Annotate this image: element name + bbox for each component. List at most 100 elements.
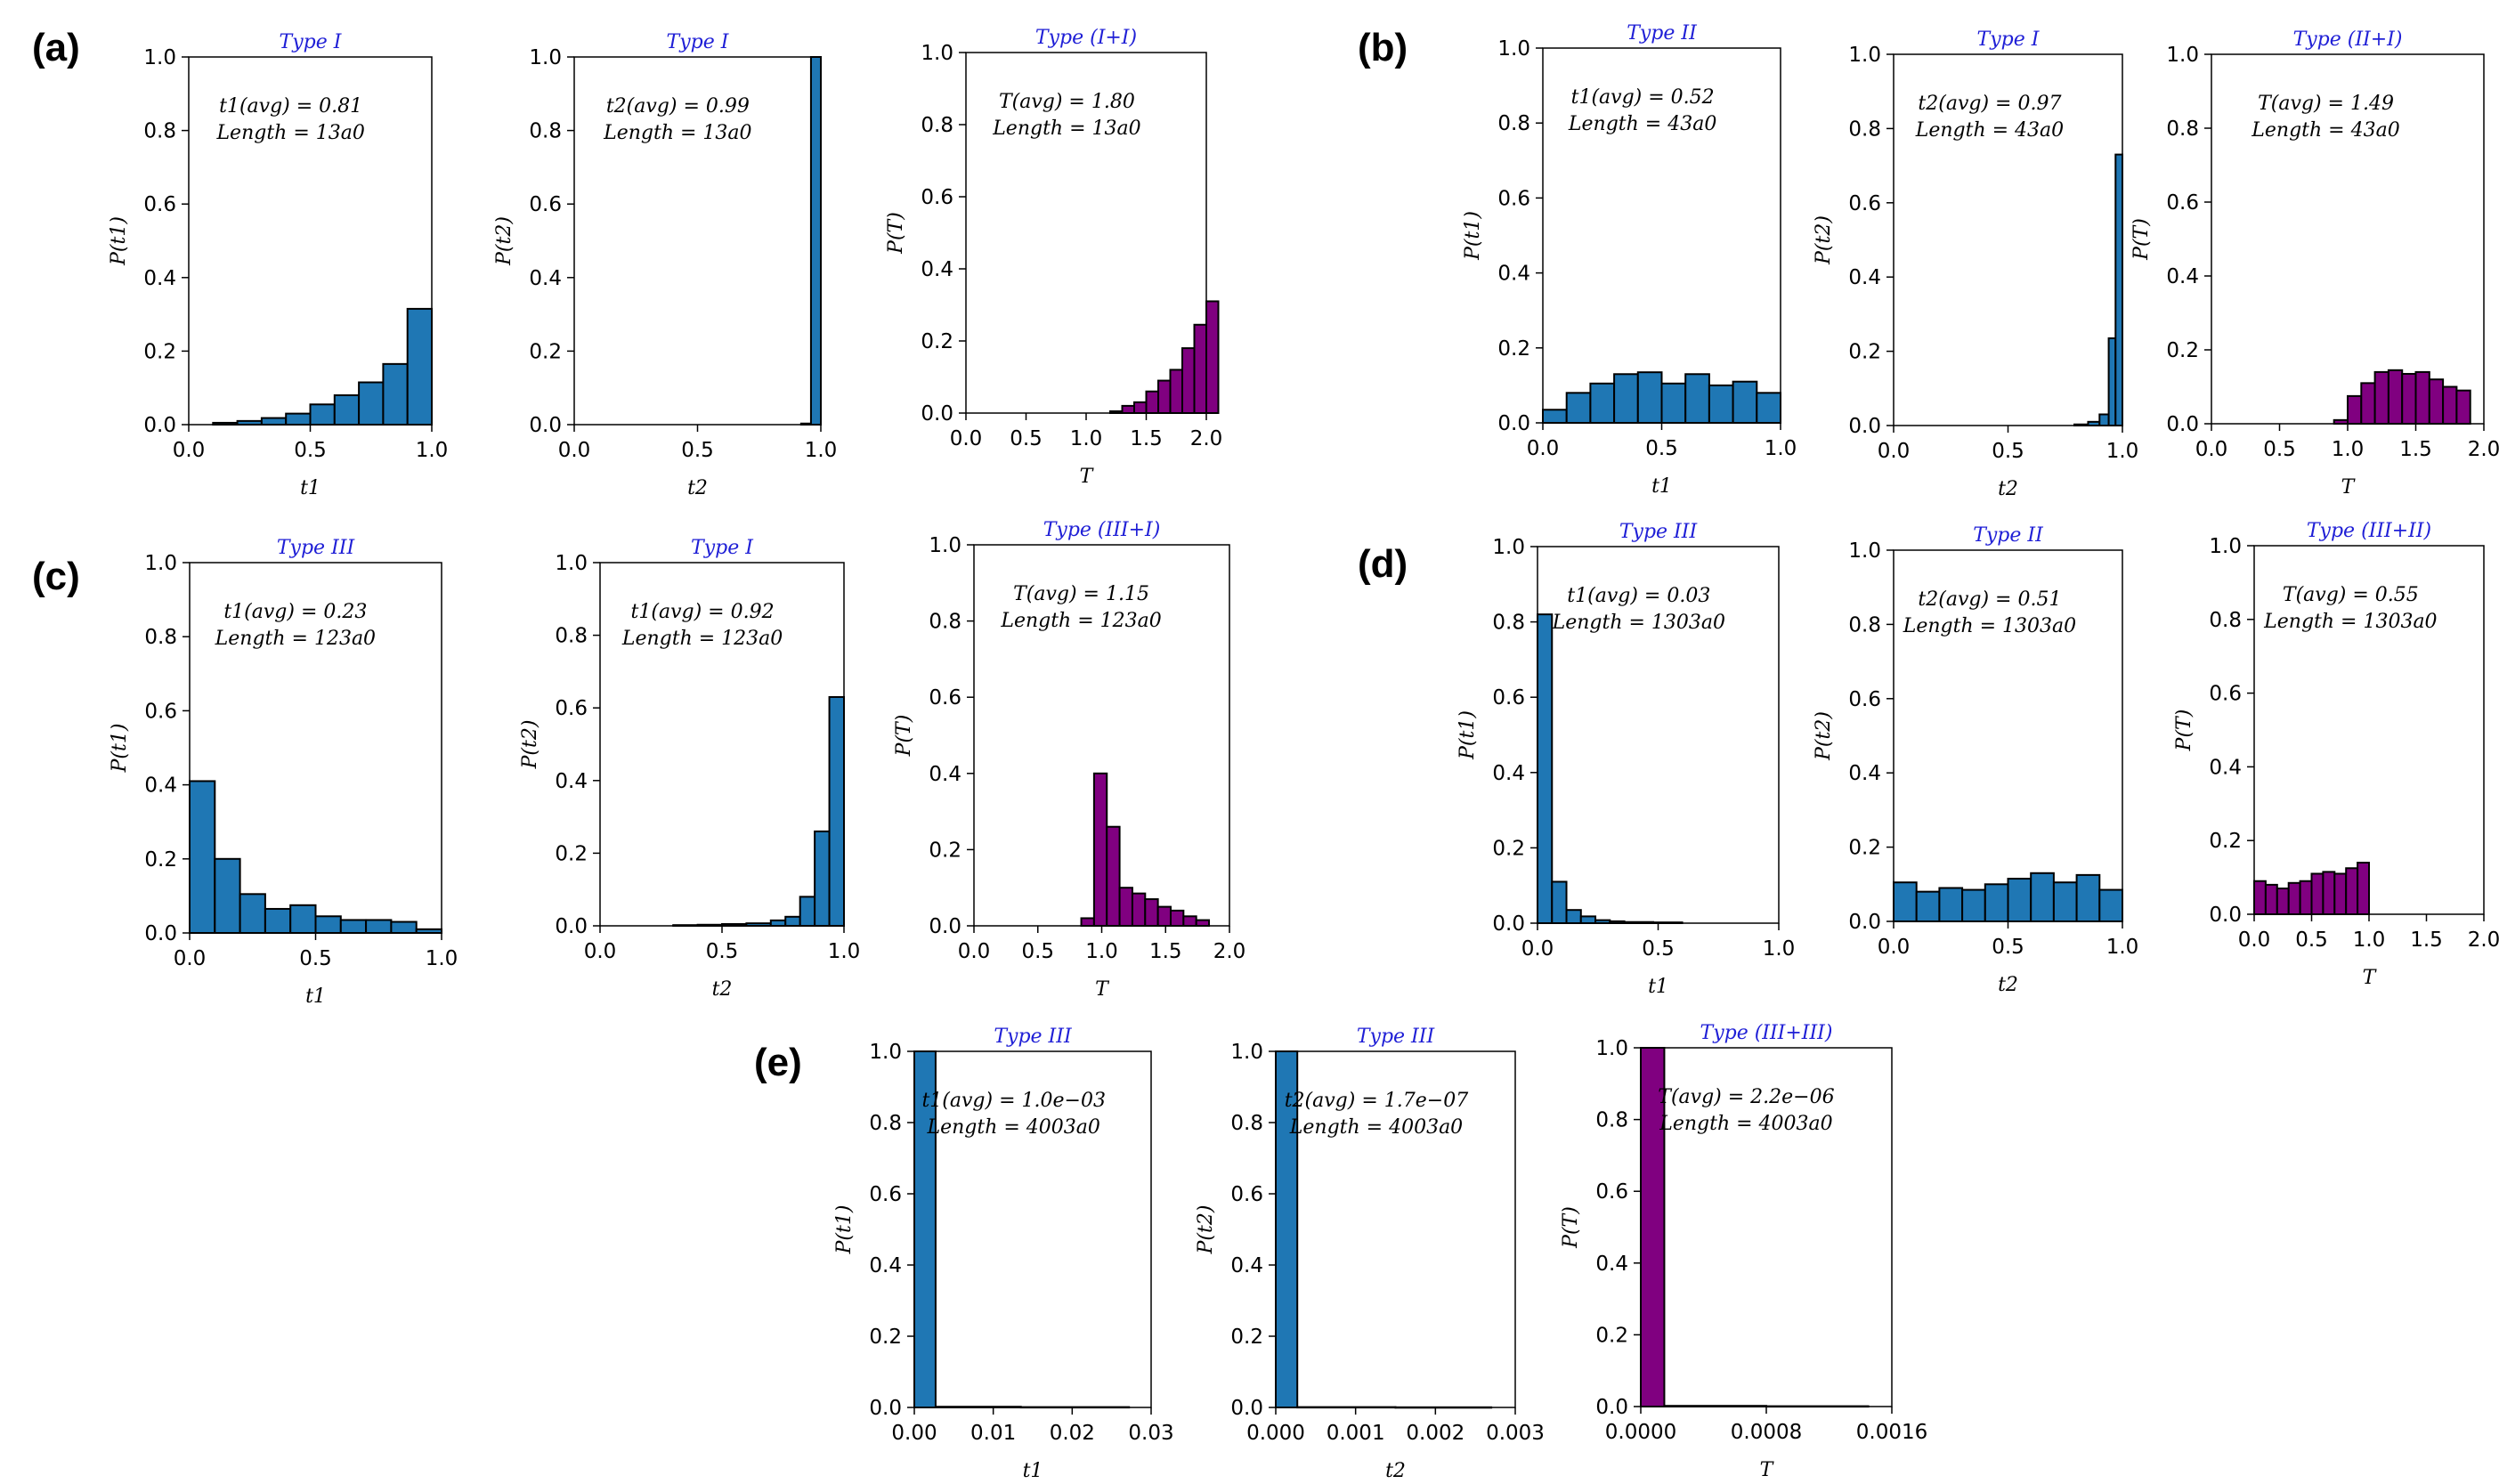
- x-tick-label: 0.0: [2238, 929, 2271, 952]
- chart-title: Type (II+I): [2293, 28, 2403, 51]
- histogram-bar: [2373, 370, 2389, 425]
- y-tick-label: 0.0: [1492, 912, 1525, 936]
- y-tick-label: 0.8: [555, 625, 588, 648]
- histogram-bar: [358, 381, 385, 426]
- histogram-bar: [2075, 873, 2101, 922]
- histogram-bar: [1551, 880, 1568, 924]
- chart-a2: 0.0 0.2 0.4 0.6 0.8 1.0 0.0 0.5 1.0 Type I t2 P(t2)…: [493, 31, 837, 499]
- histogram-bar: [799, 896, 816, 927]
- y-tick-label: 0.0: [143, 414, 176, 437]
- y-axis-label: P(t2): [1813, 215, 1835, 265]
- histogram-bar: [1118, 887, 1133, 928]
- histogram-bar: [1565, 392, 1592, 425]
- histogram-bar: [214, 857, 241, 934]
- plot-frame: [1275, 1050, 1516, 1408]
- y-tick-label: 0.0: [2166, 413, 2199, 436]
- y-tick-label: 0.4: [2209, 756, 2242, 779]
- histogram-bar: [406, 307, 434, 426]
- stat-annotation: Length = 13a0: [992, 118, 1140, 140]
- stat-annotation: t1(avg) = 0.52: [1571, 86, 1715, 109]
- histogram-bar: [390, 920, 418, 935]
- histogram-bar: [2253, 880, 2267, 915]
- histogram-bar: [1205, 300, 1220, 415]
- panel-label-e: (e): [754, 1041, 802, 1084]
- histogram-bar: [1156, 905, 1172, 927]
- histogram-bar: [289, 904, 317, 934]
- y-tick-label: 0.6: [1595, 1180, 1628, 1204]
- histogram-bar: [2114, 153, 2124, 426]
- y-tick-label: 0.6: [929, 686, 961, 710]
- stat-annotation: t2(avg) = 0.97: [1918, 93, 2061, 115]
- y-tick-label: 1.0: [1492, 536, 1525, 559]
- y-axis-label: P(t2): [1813, 711, 1835, 761]
- x-tick-label: 1.0: [2353, 929, 2386, 952]
- chart-title: Type I: [280, 31, 343, 53]
- histogram-bar: [1193, 323, 1207, 414]
- y-tick-label: 0.4: [1595, 1253, 1628, 1276]
- x-tick-label: 1.0: [805, 439, 838, 462]
- x-tick-label: 0.0: [1521, 937, 1554, 961]
- y-tick-label: 0.4: [1848, 762, 1881, 785]
- x-tick-label: 0.002: [1406, 1422, 1465, 1445]
- x-tick-label: 0.5: [706, 940, 739, 963]
- y-axis-label: P(T): [893, 715, 915, 758]
- y-tick-label: 0.8: [1497, 112, 1530, 135]
- chart-b2: 0.0 0.2 0.4 0.6 0.8 1.0 0.0 0.5 1.0 Type I t2 P(t2)…: [1813, 28, 2138, 500]
- chart-a3: 0.0 0.2 0.4 0.6 0.8 1.0 0.0 0.5 1.0 1.5 2.0 Type (I…: [885, 27, 1222, 488]
- histogram-bar: [1579, 915, 1597, 924]
- x-tick-label: 1.0: [426, 947, 458, 970]
- x-tick-label: 0.0016: [1856, 1421, 1927, 1444]
- histogram-bar: [2322, 871, 2336, 916]
- x-axis-label: T: [1095, 978, 1110, 1001]
- x-tick-label: 0.0: [174, 947, 207, 970]
- stat-annotation: Length = 1303a0: [2263, 611, 2437, 633]
- stat-annotation: t1(avg) = 0.03: [1567, 585, 1710, 607]
- y-axis-label: P(T): [885, 212, 907, 255]
- y-axis-label: P(t1): [109, 724, 131, 774]
- histogram-bar: [1684, 373, 1710, 424]
- stat-annotation: Length = 13a0: [603, 122, 751, 144]
- histogram-bar: [1106, 825, 1121, 927]
- x-tick-label: 1.5: [2410, 929, 2443, 952]
- chart-d2: 0.0 0.2 0.4 0.6 0.8 1.0 0.0 0.5 1.0 Type II t2 P(t2…: [1813, 524, 2138, 996]
- x-tick-label: 1.0: [2332, 438, 2365, 461]
- x-tick-label: 1.0: [1085, 940, 1118, 963]
- histogram-bar: [2357, 862, 2371, 915]
- chart-title: Type I: [667, 31, 730, 53]
- y-tick-label: 0.4: [529, 267, 562, 290]
- histogram-bar: [1984, 883, 2009, 922]
- stat-annotation: Length = 4003a0: [1289, 1116, 1463, 1139]
- y-tick-label: 0.2: [529, 340, 562, 363]
- y-tick-label: 1.0: [2209, 535, 2242, 558]
- histogram-bar: [1181, 347, 1196, 415]
- histogram-bar: [2299, 880, 2313, 915]
- y-tick-label: 0.2: [1848, 341, 1881, 364]
- histogram-bar: [1708, 384, 1734, 424]
- x-tick-label: 0.5: [1642, 937, 1675, 961]
- y-axis-label: P(t1): [1456, 710, 1479, 760]
- y-tick-label: 0.8: [2166, 118, 2199, 141]
- histogram-bar: [1938, 887, 1964, 922]
- y-tick-label: 0.6: [2209, 683, 2242, 706]
- x-tick-label: 0.5: [1992, 440, 2024, 463]
- chart-b3: 0.0 0.2 0.4 0.6 0.8 1.0 0.0 0.5 1.0 1.5 2.0 Type (I…: [2130, 28, 2499, 499]
- y-tick-label: 0.2: [144, 848, 177, 872]
- chart-title: Type (III+I): [1043, 519, 1161, 541]
- chart-grid: 0.0 0.2 0.4 0.6 0.8 1.0 0.0 0.5 1.0 Type I t1 P(t1)…: [108, 22, 2499, 1482]
- x-tick-label: 0.0: [173, 439, 206, 462]
- x-tick-label: 0.0000: [1605, 1421, 1676, 1444]
- stat-annotation: T(avg) = 1.80: [999, 91, 1135, 113]
- stat-annotation: Length = 1303a0: [1552, 612, 1725, 634]
- x-tick-label: 0.01: [970, 1422, 1016, 1445]
- histogram-bar: [1144, 898, 1159, 927]
- chart-title: Type II: [1627, 22, 1698, 45]
- stat-annotation: Length = 1303a0: [1903, 615, 2076, 637]
- x-tick-label: 0.00: [891, 1422, 937, 1445]
- chart-d3: 0.0 0.2 0.4 0.6 0.8 1.0 0.0 0.5 1.0 1.5 2.0 Type (I…: [2173, 520, 2499, 989]
- y-axis-label: P(T): [2130, 218, 2153, 261]
- y-tick-label: 0.4: [555, 770, 588, 793]
- x-axis-label: t2: [1998, 478, 2018, 500]
- y-tick-label: 0.8: [1848, 613, 1881, 637]
- y-axis-label: P(t1): [108, 216, 130, 266]
- histogram-bar: [814, 830, 831, 927]
